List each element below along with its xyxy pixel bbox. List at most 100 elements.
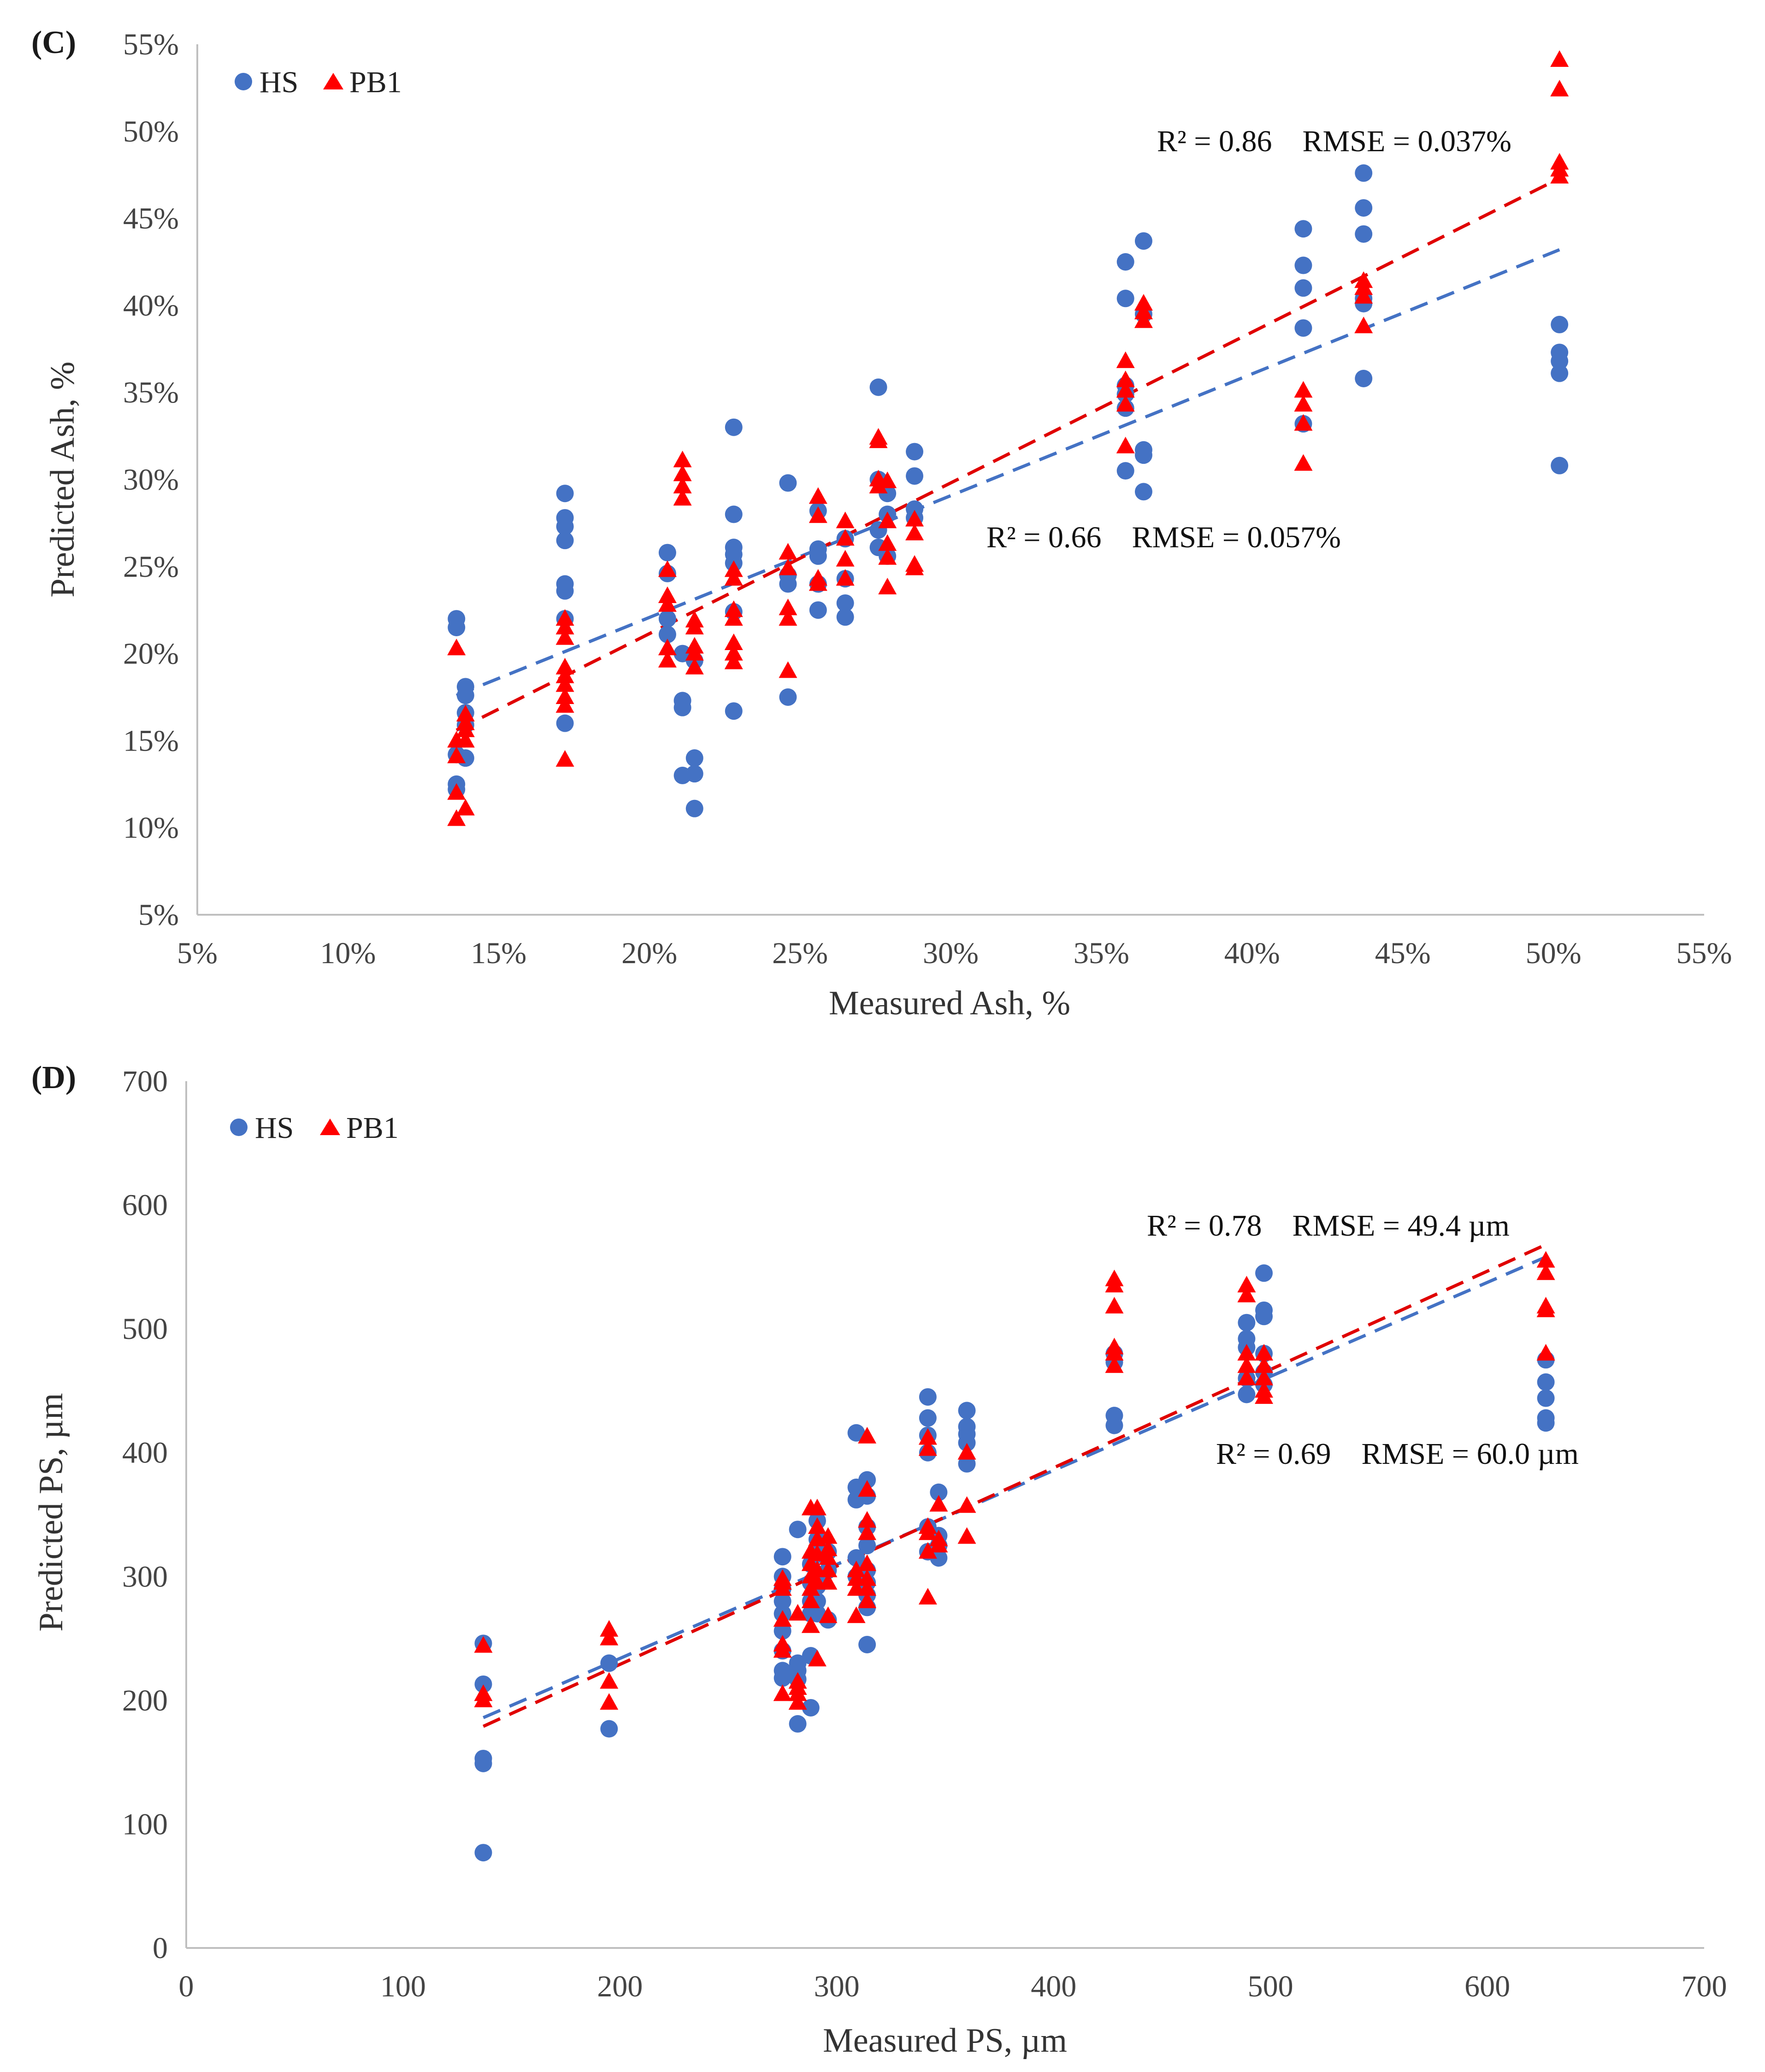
ps-hs-point xyxy=(847,1549,865,1567)
ps-pb1-point xyxy=(918,1439,937,1456)
ps-pb1-point xyxy=(858,1523,877,1540)
ash-pb1-point xyxy=(447,746,466,764)
ps-y-tick-label: 0 xyxy=(153,1931,168,1965)
ps-hs-point xyxy=(1238,1385,1256,1403)
ps-pb1-point xyxy=(819,1606,838,1623)
ash-hs-point xyxy=(809,547,827,565)
ash-hs-point xyxy=(779,688,797,706)
ps-y-tick-label: 500 xyxy=(122,1312,168,1346)
ps-pb1-point xyxy=(1237,1285,1256,1302)
ash-pb1-point xyxy=(1354,287,1373,304)
ps-pb1-point xyxy=(858,1480,877,1497)
ash-hs-point xyxy=(1551,352,1569,370)
ash-pb1-point xyxy=(658,639,677,656)
ps-pb1-point xyxy=(773,1579,792,1596)
ash-hs-point xyxy=(556,582,574,600)
ash-pb1-point xyxy=(456,704,475,722)
ash-pb1-point xyxy=(809,487,827,504)
ps-y-tick-label: 100 xyxy=(122,1807,168,1841)
ps-pb1-point xyxy=(801,1616,820,1633)
ash-pb1-point xyxy=(779,661,797,678)
ash-pb1-point xyxy=(673,464,692,481)
ps-pb1-point xyxy=(474,1636,493,1653)
ash-hs-point xyxy=(685,749,703,767)
ash-x-axis-title: Measured Ash, % xyxy=(829,984,1070,1022)
ash-pb1-point xyxy=(1354,316,1373,333)
ps-pb1-point xyxy=(808,1517,826,1534)
ash-y-tick-label: 40% xyxy=(123,289,179,322)
ash-y-tick-label: 5% xyxy=(138,898,179,932)
ps-pb1-point xyxy=(1536,1300,1555,1317)
ps-pb1-point xyxy=(808,1544,826,1561)
ash-hs-point xyxy=(1134,232,1152,250)
ps-pb1-point xyxy=(788,1604,807,1621)
ash-y-tick-label: 10% xyxy=(123,811,179,845)
ps-trendlines xyxy=(483,1243,1547,1728)
ash-pb1-point xyxy=(555,609,574,626)
ps-pb1-point xyxy=(1255,1368,1274,1385)
ash-hs-point xyxy=(836,608,854,626)
ash-y-tick-label: 35% xyxy=(123,376,179,409)
ps-hs-point xyxy=(600,1654,618,1672)
ps-series-pb1 xyxy=(474,1251,1555,1710)
ps-pb1-point xyxy=(929,1495,948,1512)
ash-hs-point xyxy=(673,699,691,716)
ps-hs-point xyxy=(858,1636,876,1653)
legend-hs-label: HS xyxy=(260,65,298,99)
ps-y-tick-label: 200 xyxy=(122,1684,168,1717)
ps-panel: (D) 0 100 200 300 400 500 600 700 0 100 200 300 400… xyxy=(31,1060,1727,2060)
ps-hs-point xyxy=(474,1675,492,1693)
ash-hs-point xyxy=(556,485,574,503)
legend-pb1-marker xyxy=(323,73,343,89)
ps-x-tick-label: 700 xyxy=(1682,1970,1727,2003)
ps-hs-point xyxy=(600,1720,618,1738)
ps-pb1-point xyxy=(858,1579,877,1596)
ash-hs-point xyxy=(1355,225,1373,243)
ash-pb1-point xyxy=(555,628,574,645)
ash-hs-point xyxy=(779,575,797,593)
ps-pb1-point xyxy=(801,1592,820,1608)
ps-pb1-point xyxy=(819,1573,838,1590)
legend-pb1-label: PB1 xyxy=(349,65,402,99)
ps-x-tick-label: 0 xyxy=(179,1970,194,2003)
ps-hs-point xyxy=(474,1844,492,1862)
ash-pb1-point xyxy=(456,731,475,748)
ps-pb1-point xyxy=(858,1554,877,1571)
ash-pb1-point xyxy=(836,511,855,528)
ash-x-tick-label: 50% xyxy=(1526,936,1582,970)
ps-pb1-point xyxy=(819,1539,838,1557)
ps-hs-point xyxy=(789,1521,807,1539)
ps-pb1-point xyxy=(918,1428,937,1445)
ps-pb1-point xyxy=(600,1693,619,1710)
ash-panel: (C) 5% 10% 15% 20% 25% 30% 35% 40% 45% 50% 55% 5% 1… xyxy=(31,25,1732,1022)
ps-hs-point xyxy=(1537,1414,1555,1432)
ash-x-tick-label: 25% xyxy=(772,936,828,970)
ash-hs-point xyxy=(1355,199,1373,217)
ash-hs-point xyxy=(725,702,743,720)
ash-pb1-point xyxy=(658,651,677,668)
ps-hs-point xyxy=(802,1699,820,1717)
ps-pb1-point xyxy=(788,1693,807,1710)
ash-hs-point xyxy=(1116,462,1134,480)
ps-hs-point xyxy=(958,1402,976,1420)
ps-pb1-point xyxy=(957,1496,976,1513)
legend-hs-label: HS xyxy=(255,1111,294,1145)
ash-y-tick-labels: 5% 10% 15% 20% 25% 30% 35% 40% 45% 50% 55% xyxy=(123,28,179,932)
ash-pb1-point xyxy=(869,477,888,494)
ps-pb1-point xyxy=(918,1587,937,1604)
ash-y-tick-label: 30% xyxy=(123,463,179,497)
ash-pb1-point xyxy=(1550,80,1569,97)
ash-y-tick-label: 20% xyxy=(123,637,179,671)
ash-pb1-point xyxy=(1294,454,1313,471)
ash-hs-point xyxy=(556,714,574,732)
ps-pb1-point xyxy=(773,1610,792,1627)
ash-hs-point xyxy=(658,544,676,562)
ps-pb1-point xyxy=(1105,1296,1124,1314)
ash-pb1-point xyxy=(724,609,743,626)
ps-hs-point xyxy=(919,1388,937,1406)
ps-pb1-point xyxy=(819,1527,838,1544)
ps-hs-point xyxy=(847,1424,865,1442)
ps-hs-point xyxy=(958,1434,976,1452)
ash-hs-point xyxy=(556,517,574,535)
ash-hs-point xyxy=(1551,456,1569,474)
